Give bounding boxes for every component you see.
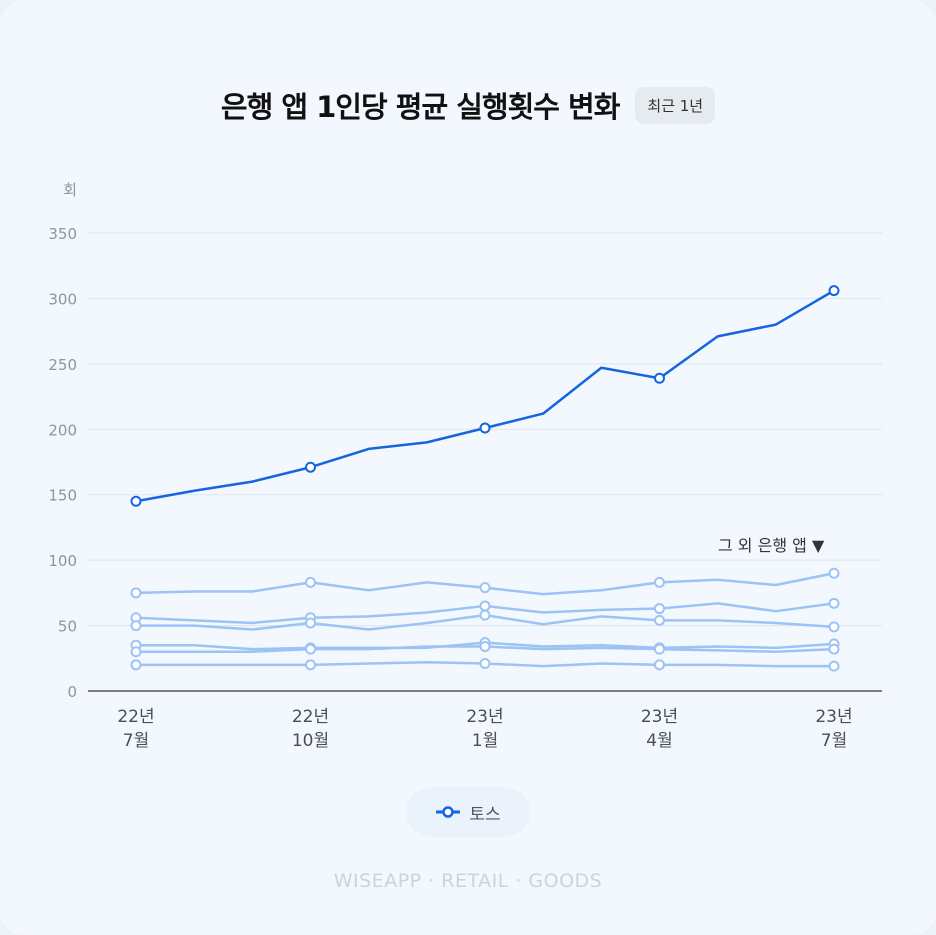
data-point (130, 495, 142, 507)
data-point (305, 576, 316, 588)
others-toggle[interactable]: 그 외 은행 앱 ▼ (718, 536, 825, 555)
data-point (654, 576, 665, 588)
y-tick-label: 150 (48, 487, 77, 505)
y-tick-label: 300 (48, 290, 77, 308)
y-tick-label: 50 (58, 618, 77, 636)
data-point (305, 659, 316, 671)
legend-item-toss[interactable]: 토스 (406, 787, 530, 837)
data-point (130, 587, 142, 599)
data-point (305, 461, 316, 473)
x-tick-month: 7월 (821, 731, 847, 751)
data-point (479, 600, 491, 612)
data-point (130, 659, 142, 671)
y-axis-unit: 회 (63, 181, 77, 199)
x-tick-month: 4월 (646, 731, 672, 751)
legend-line-marker-icon (436, 806, 461, 818)
data-point (479, 422, 491, 434)
data-point (479, 582, 491, 594)
x-tick-month: 1월 (472, 731, 498, 751)
data-point (828, 285, 840, 297)
y-tick-label: 100 (48, 552, 77, 570)
data-point (654, 643, 665, 655)
data-point (828, 660, 840, 672)
y-tick-label: 200 (48, 421, 77, 439)
y-tick-label: 0 (67, 683, 77, 701)
footer-brand: WISEAPP · RETAIL · GOODS (333, 870, 603, 892)
data-point (654, 372, 665, 384)
data-point (828, 567, 840, 579)
x-tick-year: 23년 (641, 707, 678, 727)
y-tick-label: 250 (48, 356, 77, 374)
data-point (130, 646, 142, 658)
data-point (828, 621, 840, 633)
x-tick-year: 22년 (292, 707, 329, 727)
data-point (479, 658, 491, 670)
x-tick-month: 7월 (123, 731, 149, 751)
x-tick-year: 23년 (466, 707, 503, 727)
data-point (305, 643, 316, 655)
data-point (654, 603, 665, 615)
data-point (479, 609, 491, 621)
x-tick-year: 23년 (815, 707, 852, 727)
x-tick-month: 10월 (292, 731, 329, 751)
title-row: 은행 앱 1인당 평균 실행횟수 변화 최근 1년 (0, 84, 936, 126)
legend-label: 토스 (469, 804, 501, 825)
data-point (479, 641, 491, 653)
data-point (828, 643, 840, 655)
data-point (305, 617, 316, 629)
series-line-toss (135, 289, 835, 503)
data-point (654, 614, 665, 626)
data-point (130, 620, 142, 632)
data-point (654, 659, 665, 671)
chart-title: 은행 앱 1인당 평균 실행횟수 변화 (220, 90, 620, 124)
x-tick-year: 22년 (117, 707, 154, 727)
y-tick-label: 350 (48, 225, 77, 243)
data-point (828, 597, 840, 609)
period-badge: 최근 1년 (635, 86, 716, 124)
